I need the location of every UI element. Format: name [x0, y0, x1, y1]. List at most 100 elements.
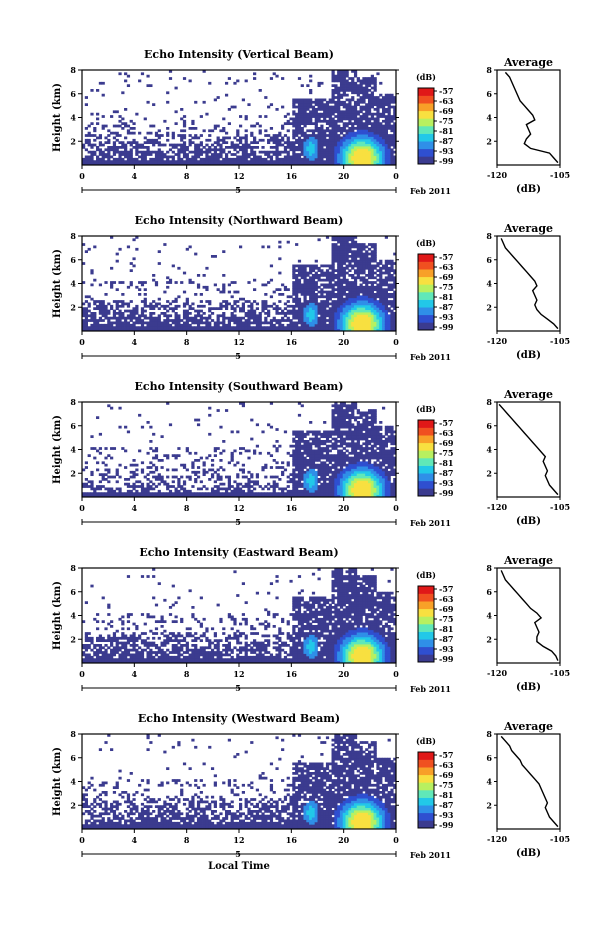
colorbar-tick-label: -75 [439, 116, 453, 126]
colorbar-swatch [418, 284, 434, 293]
profile-frame [496, 69, 561, 166]
profile-y-tick-label: 6 [486, 255, 492, 265]
colorbar-tick-label: -81 [439, 624, 453, 634]
profile-y-tick-label: 2 [486, 136, 492, 146]
colorbar-swatch [418, 782, 434, 791]
colorbar: (dB)-57-63-69-75-81-87-93-99 [416, 736, 454, 830]
panel-title: Echo Intensity (Northward Beam) [135, 214, 344, 227]
colorbar-tick-label: -57 [439, 750, 453, 760]
y-tick-label: 8 [70, 231, 76, 241]
panel-title: Echo Intensity (Vertical Beam) [144, 48, 334, 61]
colorbar-swatch [418, 624, 434, 632]
colorbar-tick-label: -93 [439, 146, 454, 156]
date-tick-label: 5 [235, 185, 241, 195]
colorbar-tick-label: -81 [439, 458, 453, 468]
y-tick-label: 6 [70, 753, 76, 763]
colorbar-swatch [418, 420, 434, 428]
colorbar-swatch [418, 654, 434, 663]
colorbar: (dB)-57-63-69-75-81-87-93-99 [416, 238, 454, 332]
profile-x-tick-label: -120 [487, 170, 507, 180]
profile-frame [496, 733, 561, 830]
colorbar-tick-label: -93 [439, 644, 454, 654]
colorbar-tick-label: -57 [439, 252, 453, 262]
colorbar-tick-label: -69 [439, 272, 454, 282]
y-tick-label: 4 [70, 445, 76, 455]
profile-y-tick-label: 8 [486, 397, 492, 407]
heatmap-field [82, 568, 397, 664]
profile-line [500, 735, 559, 828]
y-tick-label: 4 [70, 279, 76, 289]
colorbar-tick-label: -57 [439, 86, 453, 96]
x-tick-label: 20 [338, 337, 350, 347]
profile-x-label: (dB) [516, 848, 541, 859]
date-tick-label: 5 [235, 517, 241, 527]
colorbar-swatch [418, 299, 434, 308]
profile-x-tick-label: -105 [550, 336, 570, 346]
x-tick-label: 0 [79, 337, 85, 347]
date-label: Feb 2011 [410, 850, 451, 860]
colorbar-swatch [418, 148, 434, 157]
profile-x-label: (dB) [516, 516, 541, 527]
x-tick-label: 12 [233, 669, 244, 679]
colorbar-swatch [418, 797, 434, 806]
colorbar-swatch [418, 442, 434, 451]
x-tick-label: 0 [79, 171, 85, 181]
profile-y-tick-label: 6 [486, 587, 492, 597]
colorbar-frame [417, 751, 435, 829]
y-axis-label: Height (km) [52, 415, 63, 484]
colorbar-tick-label: -63 [439, 96, 454, 106]
colorbar-tick-label: -57 [439, 418, 453, 428]
profile-title: Average [503, 720, 553, 733]
x-tick-label: 12 [233, 503, 244, 513]
colorbar-tick-label: -99 [439, 322, 454, 332]
y-axis-label: Height (km) [52, 249, 63, 318]
profile-frame [496, 401, 561, 498]
x-tick-label: 0 [79, 669, 85, 679]
profile-y-tick-label: 8 [486, 231, 492, 241]
profile-y-tick-label: 6 [486, 421, 492, 431]
colorbar-tick-label: -87 [439, 136, 453, 146]
colorbar: (dB)-57-63-69-75-81-87-93-99 [416, 72, 454, 166]
x-tick-label: 4 [132, 503, 138, 513]
panel-title: Echo Intensity (Southward Beam) [135, 380, 344, 393]
colorbar-swatch [418, 126, 434, 134]
x-tick-label: 0 [79, 835, 85, 845]
colorbar-swatch [418, 631, 434, 640]
x-tick-label: 16 [286, 503, 298, 513]
panel-3: Echo Intensity (Eastward Beam) 2 4 6 8 Height… [52, 546, 570, 694]
y-tick-label: 6 [70, 587, 76, 597]
colorbar-swatch [418, 790, 434, 798]
colorbar-tick-label: -69 [439, 106, 454, 116]
y-tick-label: 8 [70, 65, 76, 75]
y-tick-label: 2 [70, 634, 76, 644]
colorbar-swatch [418, 141, 434, 150]
colorbar-swatch [418, 458, 434, 466]
colorbar-swatch [418, 586, 434, 594]
colorbar-unit: (dB) [416, 72, 436, 82]
colorbar-frame [417, 419, 435, 497]
profile-panel: Average 2 4 6 8 -120 -105 (dB) [486, 554, 570, 693]
panel-title: Echo Intensity (Eastward Beam) [139, 546, 338, 559]
colorbar: (dB)-57-63-69-75-81-87-93-99 [416, 570, 454, 664]
date-label: Feb 2011 [410, 352, 451, 362]
colorbar-swatch [418, 261, 434, 270]
profile-title: Average [503, 388, 553, 401]
x-tick-label: 20 [338, 503, 350, 513]
heatmap-field [82, 70, 397, 166]
colorbar-swatch [418, 601, 434, 610]
y-tick-label: 8 [70, 563, 76, 573]
x-tick-label: 8 [184, 337, 190, 347]
colorbar-tick-label: -81 [439, 126, 453, 136]
profile-title: Average [503, 56, 553, 69]
x-tick-label: 16 [286, 337, 298, 347]
profile-title: Average [503, 222, 553, 235]
x-tick-label: 20 [338, 835, 350, 845]
profile-y-tick-label: 8 [486, 65, 492, 75]
profile-line [498, 403, 559, 496]
profile-panel: Average 2 4 6 8 -120 -105 (dB) [486, 388, 570, 527]
colorbar-swatch [418, 767, 434, 776]
y-tick-label: 2 [70, 302, 76, 312]
colorbar-tick-label: -63 [439, 760, 454, 770]
colorbar-tick-label: -99 [439, 654, 454, 664]
colorbar-swatch [418, 488, 434, 497]
